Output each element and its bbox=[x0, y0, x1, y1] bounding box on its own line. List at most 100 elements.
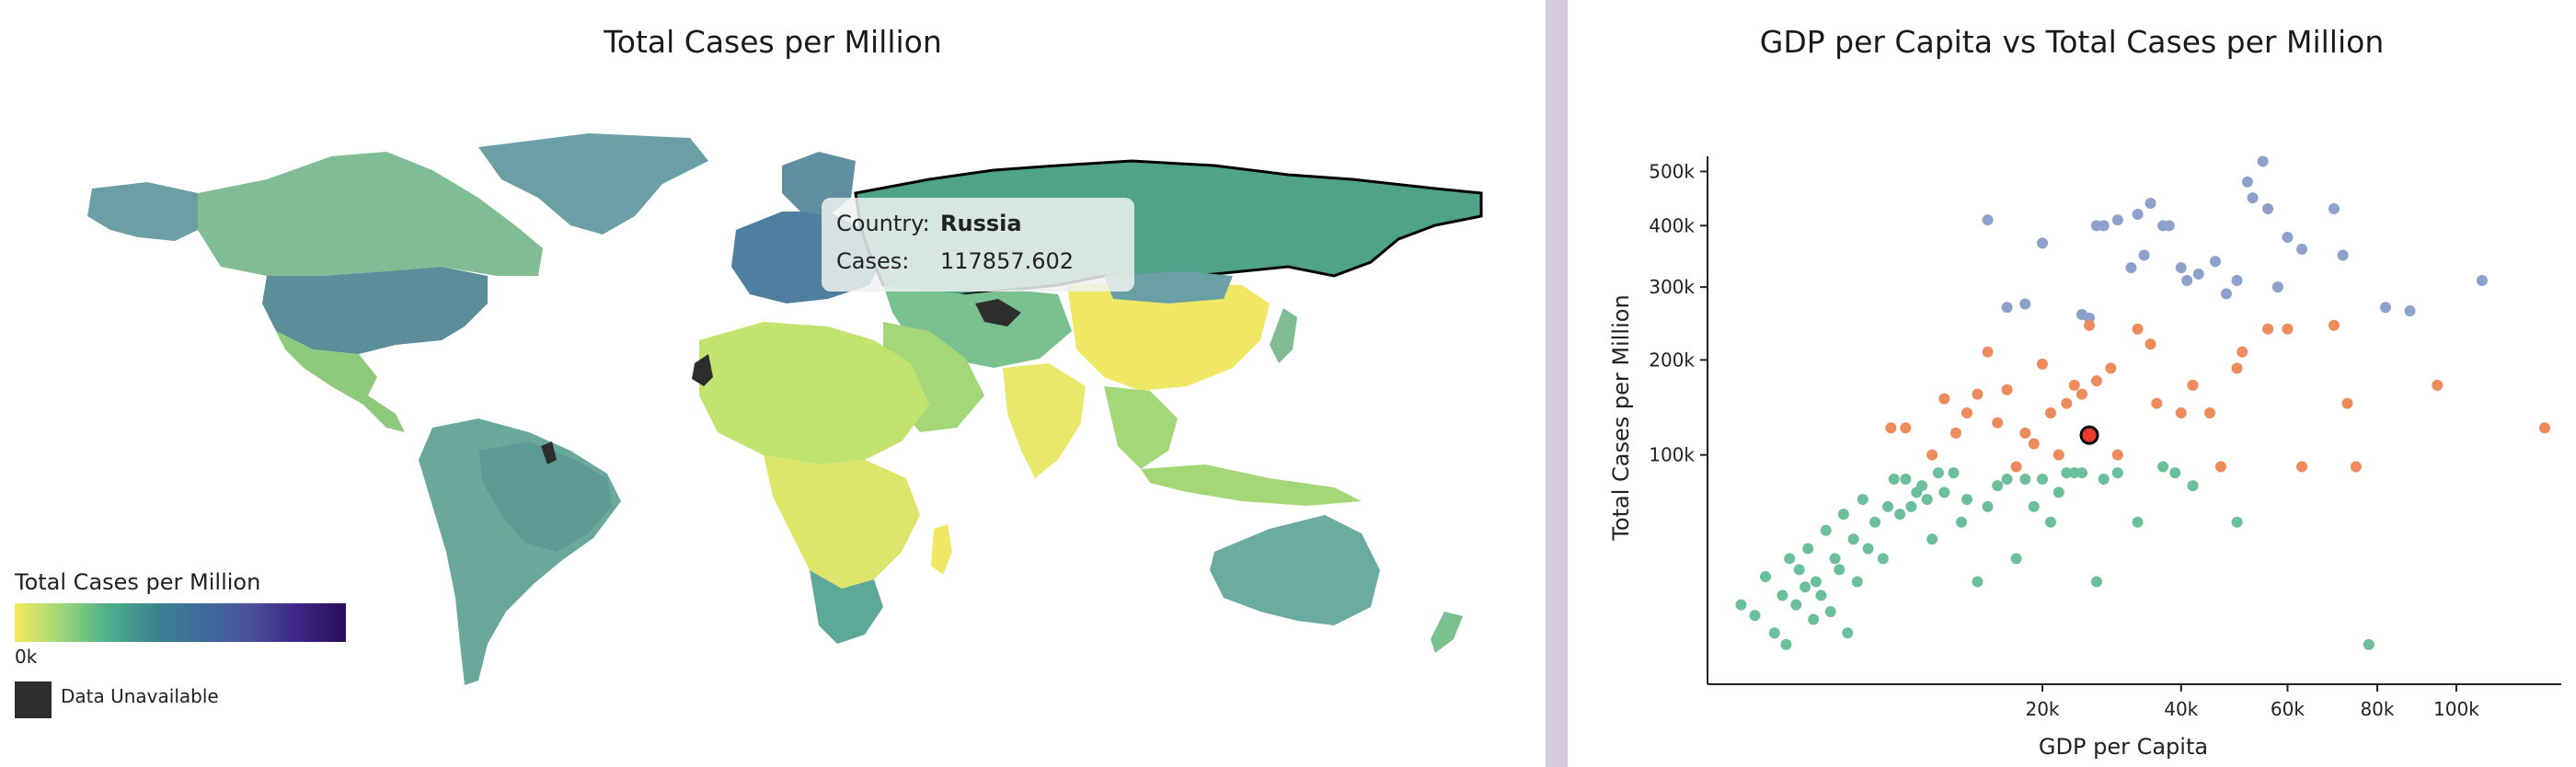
region-brazil[interactable] bbox=[478, 441, 612, 552]
scatter-point-low[interactable] bbox=[1820, 524, 1832, 536]
region-se-asia[interactable] bbox=[1104, 386, 1178, 469]
scatter-point-high[interactable] bbox=[2328, 202, 2340, 214]
scatter-point-low[interactable] bbox=[2061, 467, 2073, 479]
scatter-point-mid[interactable] bbox=[2432, 379, 2444, 391]
scatter-point-high[interactable] bbox=[2262, 202, 2274, 214]
scatter-point-mid[interactable] bbox=[1938, 393, 1950, 405]
scatter-point-low[interactable] bbox=[1851, 576, 1863, 588]
scatter-points[interactable] bbox=[1735, 155, 2550, 650]
scatter-point-high[interactable] bbox=[2380, 302, 2392, 314]
scatter-point-low[interactable] bbox=[2363, 638, 2375, 650]
scatter-point-low[interactable] bbox=[1862, 543, 1874, 555]
scatter-point-mid[interactable] bbox=[1961, 406, 1972, 418]
scatter-point-high[interactable] bbox=[2220, 288, 2232, 300]
scatter-point-low[interactable] bbox=[1916, 480, 1928, 492]
scatter-point-mid[interactable] bbox=[2061, 397, 2073, 409]
scatter-point-low[interactable] bbox=[2157, 461, 2169, 473]
scatter-point-low[interactable] bbox=[1760, 571, 1772, 583]
scatter-point-mid[interactable] bbox=[2076, 388, 2087, 400]
scatter-point-high[interactable] bbox=[2337, 249, 2349, 261]
scatter-point-mid[interactable] bbox=[2282, 323, 2294, 335]
region-australia[interactable] bbox=[1210, 515, 1380, 625]
scatter-point-mid[interactable] bbox=[2151, 397, 2163, 409]
scatter-point-mid[interactable] bbox=[2341, 397, 2353, 409]
scatter-point-low[interactable] bbox=[1793, 564, 1805, 576]
region-china[interactable] bbox=[1067, 280, 1270, 391]
scatter-point-high[interactable] bbox=[2210, 256, 2222, 268]
scatter-point-high[interactable] bbox=[2098, 220, 2110, 232]
scatter-point-low[interactable] bbox=[1877, 553, 1889, 565]
scatter-point-mid[interactable] bbox=[1926, 449, 1938, 461]
scatter-point-low[interactable] bbox=[1842, 627, 1854, 639]
scatter-point-high[interactable] bbox=[2296, 243, 2308, 255]
region-madagascar[interactable] bbox=[931, 524, 952, 575]
scatter-point-low[interactable] bbox=[1900, 473, 1912, 485]
scatter-point-low[interactable] bbox=[2111, 467, 2123, 479]
scatter-point-low[interactable] bbox=[1815, 590, 1827, 601]
scatter-plot[interactable]: 20k 40k 60k 80k 100k 100k 200k 300k 400k 500k GDP… bbox=[1568, 0, 2576, 767]
scatter-point-mid[interactable] bbox=[2328, 319, 2340, 331]
scatter-point-high[interactable] bbox=[2125, 262, 2137, 274]
scatter-point-low[interactable] bbox=[2036, 473, 2048, 485]
region-mongolia[interactable] bbox=[1104, 271, 1233, 303]
scatter-point-low[interactable] bbox=[1780, 638, 1792, 650]
scatter-point-high[interactable] bbox=[2175, 262, 2187, 274]
scatter-point-low[interactable] bbox=[1938, 487, 1950, 498]
scatter-point-low[interactable] bbox=[1905, 500, 1917, 512]
scatter-point-high[interactable] bbox=[1982, 214, 1994, 226]
scatter-point-low[interactable] bbox=[1810, 576, 1822, 588]
scatter-point-mid[interactable] bbox=[2132, 323, 2144, 335]
scatter-point-mid[interactable] bbox=[2044, 406, 2056, 418]
scatter-point-low[interactable] bbox=[1790, 599, 1802, 611]
scatter-point-high[interactable] bbox=[2132, 209, 2144, 221]
scatter-point-mid[interactable] bbox=[2203, 406, 2215, 418]
region-india[interactable] bbox=[1003, 363, 1086, 478]
scatter-point-low[interactable] bbox=[2090, 576, 2102, 588]
scatter-point-mid[interactable] bbox=[2068, 379, 2080, 391]
scatter-point-low[interactable] bbox=[1961, 493, 1972, 505]
scatter-point-high[interactable] bbox=[2476, 275, 2488, 287]
scatter-point-mid[interactable] bbox=[2053, 449, 2064, 461]
region-unavailable-2[interactable] bbox=[692, 354, 713, 386]
scatter-point-low[interactable] bbox=[2098, 473, 2110, 485]
scatter-point-low[interactable] bbox=[1784, 553, 1796, 565]
scatter-point-mid[interactable] bbox=[2296, 461, 2308, 473]
scatter-point-low[interactable] bbox=[1824, 606, 1836, 618]
scatter-point-low[interactable] bbox=[2010, 553, 2022, 565]
scatter-point-high[interactable] bbox=[2138, 249, 2150, 261]
scatter-point-low[interactable] bbox=[2053, 487, 2064, 498]
region-africa-central[interactable] bbox=[764, 455, 920, 589]
scatter-point-low[interactable] bbox=[1992, 480, 2004, 492]
scatter-point-high[interactable] bbox=[2247, 192, 2259, 204]
scatter-point-mid[interactable] bbox=[1972, 388, 1984, 400]
scatter-point-low[interactable] bbox=[1894, 509, 1906, 521]
world-map[interactable] bbox=[0, 0, 1546, 767]
region-usa[interactable] bbox=[262, 267, 488, 354]
region-new-zealand[interactable] bbox=[1431, 612, 1463, 653]
region-africa-north[interactable] bbox=[699, 322, 929, 464]
scatter-point-mid[interactable] bbox=[2538, 422, 2550, 434]
scatter-point-high[interactable] bbox=[2111, 214, 2123, 226]
scatter-point-high[interactable] bbox=[2404, 305, 2416, 317]
scatter-point-low[interactable] bbox=[2068, 467, 2080, 479]
scatter-point-high[interactable] bbox=[2145, 198, 2156, 210]
region-mexico[interactable] bbox=[276, 331, 405, 432]
scatter-point-low[interactable] bbox=[1926, 533, 1938, 545]
scatter-point-low[interactable] bbox=[1932, 467, 1944, 479]
scatter-point-high[interactable] bbox=[2231, 275, 2243, 287]
scatter-point-high[interactable] bbox=[2001, 302, 2013, 314]
region-japan[interactable] bbox=[1270, 308, 1297, 363]
region-unavailable-1[interactable] bbox=[975, 299, 1021, 326]
scatter-point-low[interactable] bbox=[1888, 473, 1900, 485]
scatter-point-mid[interactable] bbox=[1885, 422, 1897, 434]
region-africa-south[interactable] bbox=[810, 570, 883, 644]
scatter-point-low[interactable] bbox=[1735, 599, 1747, 611]
region-alaska[interactable] bbox=[87, 182, 198, 241]
scatter-point-high[interactable] bbox=[2241, 176, 2253, 188]
scatter-point-low[interactable] bbox=[1808, 613, 1820, 625]
scatter-point-low[interactable] bbox=[1972, 576, 1984, 588]
region-greenland[interactable] bbox=[478, 133, 708, 235]
scatter-point-low[interactable] bbox=[2076, 467, 2087, 479]
scatter-point-low[interactable] bbox=[2169, 467, 2181, 479]
scatter-point-mid[interactable] bbox=[2105, 362, 2117, 374]
